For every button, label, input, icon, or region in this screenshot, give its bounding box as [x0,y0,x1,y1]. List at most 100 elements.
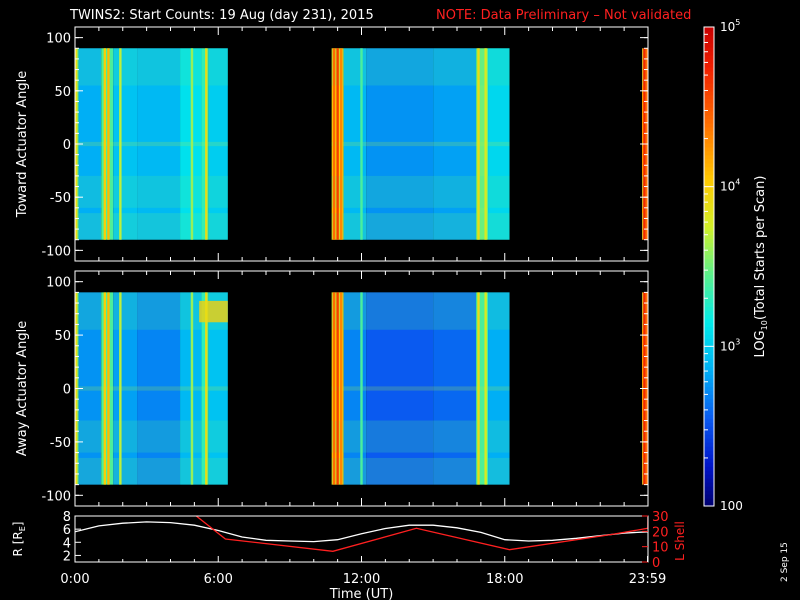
colorbar-segment [704,146,714,152]
heatmap-column [208,292,228,485]
y-left-axis-label-subscript: E [18,526,27,531]
colorbar-segment [704,74,714,80]
colorbar-segment [704,162,714,168]
heatmap-stripe [484,292,487,485]
heatmap-column [488,48,510,240]
y-tick-label: 0 [63,383,71,398]
heatmap-stripe [360,292,363,485]
colorbar-segment [704,290,714,296]
colorbar-segment [704,494,714,499]
colorbar-segment [704,318,714,323]
colorbar-segment [704,266,714,272]
colorbar-segment [704,486,714,491]
heatmap-column [476,292,489,485]
heatmap-stripe [340,292,343,485]
colorbar-segment [704,182,714,188]
y-tick-label: 0 [63,138,71,153]
heatmap-stripe [205,48,208,240]
heatmap-angle-band [331,175,510,208]
heatmap-stripe [119,48,122,240]
heatmap-column [208,48,228,240]
colorbar-segment [704,234,714,240]
colorbar-segment [704,30,714,36]
y-left-tick-label: 2 [63,549,71,564]
colorbar-segment [704,334,714,339]
colorbar-segment [704,174,714,180]
heatmap-angle-band [331,213,510,240]
toward-heatmap-panel: 100 50 0 -50 -100 Toward Actuator Angle [15,26,649,262]
colorbar-label-subscript: 10 [760,320,769,330]
colorbar-segment [704,134,714,140]
heatmap-angle-band [331,48,510,86]
heatmap-stripe [477,292,480,485]
heatmap-stripe [190,292,194,485]
colorbar-segment [704,414,714,419]
colorbar-tick-base: 100 [720,499,743,513]
heatmap-column [433,292,477,485]
colorbar-segment [704,330,714,335]
y-left-axis-label-close: ] [11,522,25,527]
colorbar-segment [704,426,714,431]
colorbar-segment [704,342,714,347]
colorbar-segment [704,178,714,184]
colorbar-tick-exponent: 4 [735,178,740,187]
colorbar-segment [704,430,714,435]
colorbar-segment [704,490,714,495]
y-tick-label: -100 [41,244,71,259]
heatmap-angle-band [75,420,228,453]
colorbar-segment [704,418,714,423]
colorbar-segment [704,406,714,411]
colorbar-segment [704,222,714,228]
colorbar-segment [704,294,714,300]
colorbar-label-rest: (Total Starts per Scan) [753,176,768,321]
colorbar-segment [704,46,714,52]
colorbar-segment [704,226,714,232]
heatmap-angle-band [331,420,510,453]
heatmap-angle-band [331,457,510,485]
colorbar-segment [704,270,714,276]
l-shell-series-line [195,516,648,552]
colorbar-segment [704,458,714,463]
colorbar-tick-label: 103 [720,337,740,353]
colorbar-segment [704,246,714,252]
heatmap-column [488,292,510,485]
heatmap-stripe [190,48,194,240]
generation-date-stamp: 2 Sep 15 [780,542,790,582]
colorbar-segment [704,70,714,76]
colorbar-segment [704,358,714,363]
heatmap-column [433,48,477,240]
colorbar-segment [704,398,714,403]
y-tick-label: 50 [54,329,71,344]
colorbar-segment [704,306,714,312]
radius-series-line [75,521,648,543]
colorbar-segment [704,478,714,483]
y-right-tick-label: 0 [652,556,660,571]
colorbar-segment [704,434,714,439]
y-left-tick-label: 4 [63,536,71,551]
colorbar-segment [704,394,714,399]
colorbar-tick-label: 100 [720,499,743,513]
heatmap-bright-band [199,300,228,323]
colorbar-segment [704,410,714,415]
away-heatmap-panel: 100 50 0 -50 -100 Away Actuator Angle [15,270,649,507]
colorbar-segment [704,230,714,236]
colorbar-tick-label: 105 [720,18,740,34]
colorbar-segment [704,90,714,96]
colorbar-segment [704,206,714,212]
x-tick-label: 6:00 [204,572,233,587]
colorbar-label-log: LOG [753,330,768,357]
colorbar-segment [704,286,714,292]
colorbar-segment [704,126,714,132]
heatmap-angle-band [75,141,228,147]
heatmap-column [476,48,489,240]
colorbar-segment [704,98,714,104]
x-axis-label: Time (UT) [329,587,394,600]
heatmap-column [78,48,102,240]
colorbar-segment [704,378,714,383]
y-tick-label: -50 [50,191,71,206]
colorbar-label: LOG10(Total Starts per Scan) [753,176,769,358]
colorbar-segment [704,322,714,327]
y-left-tick-label: 6 [63,523,71,538]
colorbar-segment [704,34,714,40]
